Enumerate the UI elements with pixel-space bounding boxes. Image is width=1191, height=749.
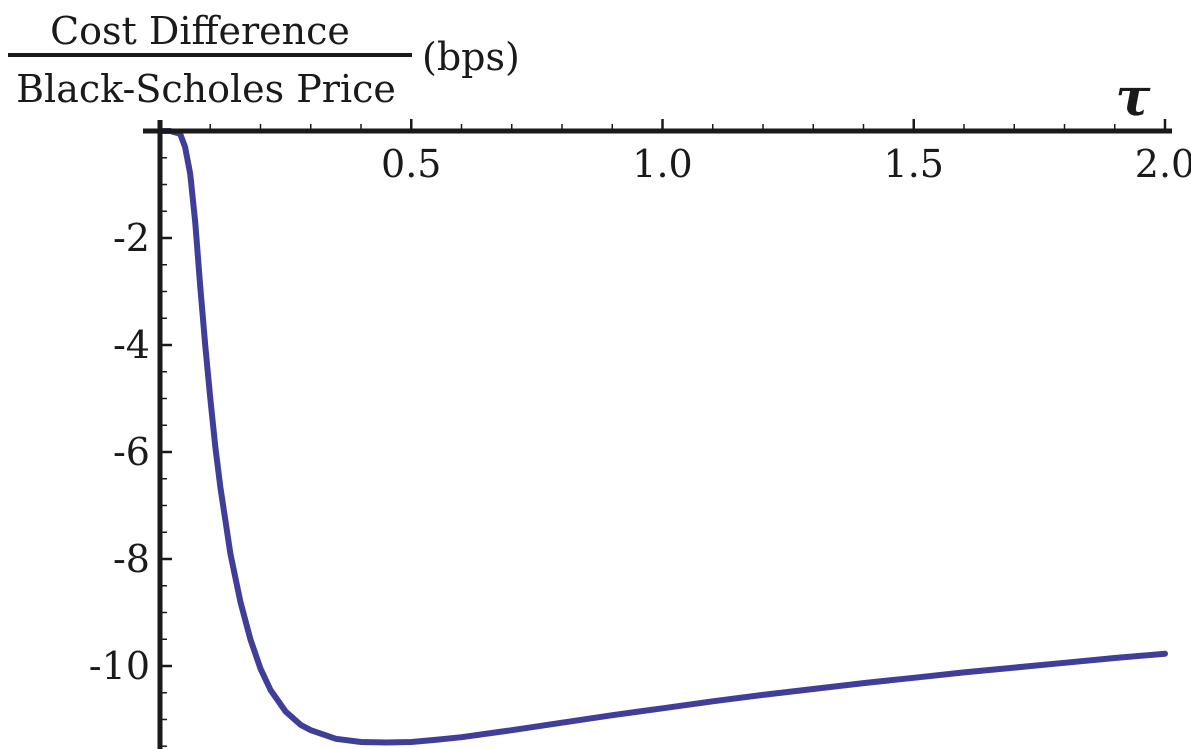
x-axis-label: τ	[1116, 67, 1152, 128]
x-tick-label: 1.0	[632, 142, 692, 186]
y-axis-label-numerator: Cost Difference	[50, 9, 350, 53]
y-tick-label: -6	[113, 430, 150, 474]
series-line	[157, 128, 1168, 746]
y-tick-label: -10	[89, 644, 150, 688]
y-axis-label: Cost Difference Black-Scholes Price (bps…	[8, 9, 520, 111]
x-tick-label: 2.0	[1135, 142, 1191, 186]
x-tick-label: 0.5	[381, 142, 441, 186]
y-axis-label-denominator: Black-Scholes Price	[16, 67, 396, 111]
y-tick-label: -8	[113, 537, 150, 581]
y-axis-label-unit: (bps)	[422, 35, 520, 79]
x-tick-label: 1.5	[884, 142, 944, 186]
y-tick-label: -4	[113, 323, 150, 367]
tick-labels: 0.5 1.0 1.5 2.0 -2 -4 -6 -8 -10	[89, 142, 1191, 688]
axis-ticks	[160, 119, 1167, 747]
y-tick-label: -2	[113, 216, 150, 260]
